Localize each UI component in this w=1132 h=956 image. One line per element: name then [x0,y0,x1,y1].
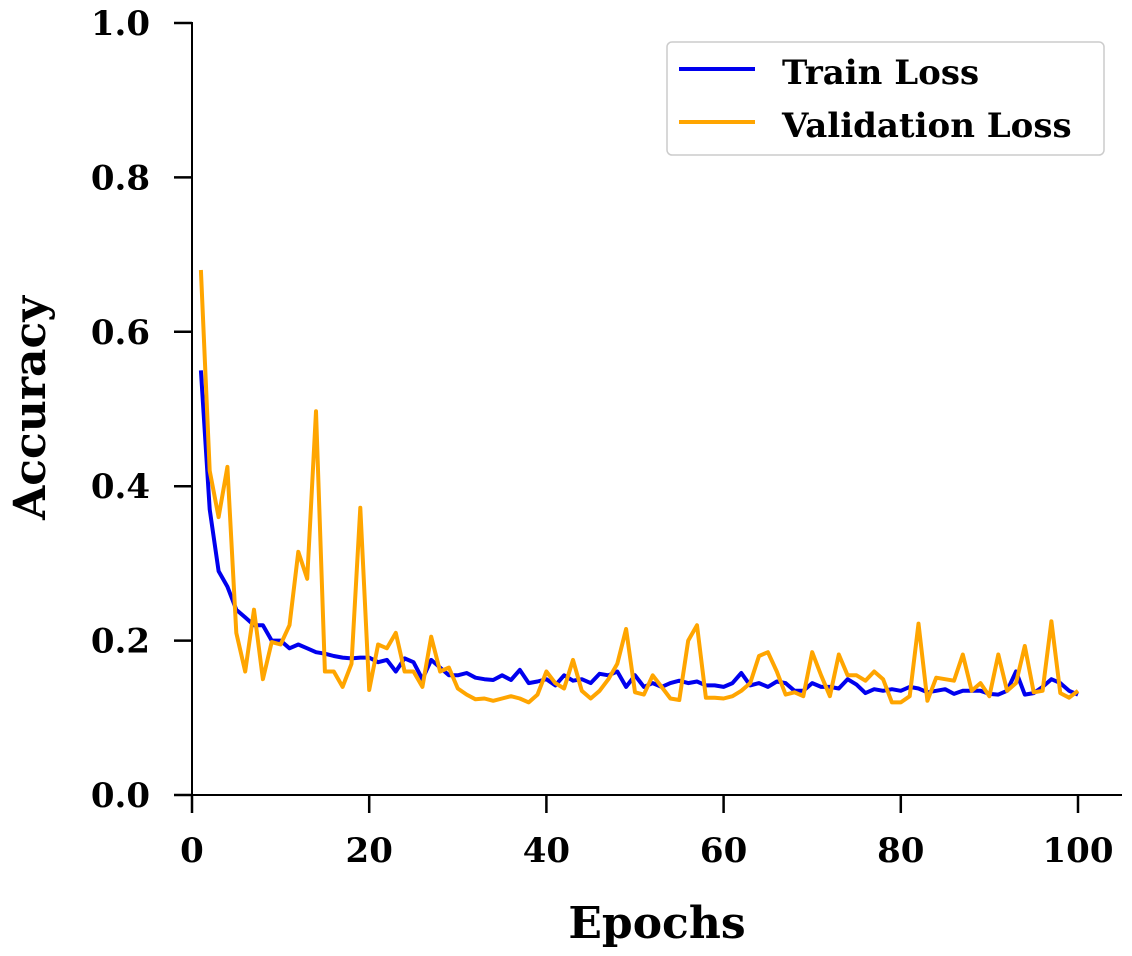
legend: Train Loss Validation Loss [666,41,1105,156]
x-axis-title: Epochs [568,898,745,949]
series-line-validation-loss [198,269,1080,705]
axes-layer [191,22,1122,796]
x-tick-label: 40 [523,831,570,871]
x-tick-label: 60 [700,831,747,871]
y-tick-label: 0.6 [91,313,150,353]
legend-box [666,41,1105,156]
y-tick-label: 1.0 [91,4,150,44]
x-tick-label: 0 [180,831,204,871]
x-tick-label: 80 [877,831,924,871]
legend-label-train: Train Loss [782,53,979,93]
y-tick-label: 0.0 [91,776,150,816]
series-line-train-loss [198,370,1079,697]
x-tick-label: 100 [1043,831,1114,871]
y-ticks: 0.0 0.2 0.4 0.6 0.8 1.0 [91,4,192,816]
legend-label-validation: Validation Loss [781,106,1072,146]
series-layer [198,269,1080,705]
x-ticks: 0 20 40 60 80 100 [180,795,1113,871]
y-tick-label: 0.8 [91,158,150,198]
y-axis-title: Accuracy [5,295,56,521]
y-tick-label: 0.4 [91,467,150,507]
x-tick-label: 20 [346,831,393,871]
y-tick-label: 0.2 [91,622,150,662]
